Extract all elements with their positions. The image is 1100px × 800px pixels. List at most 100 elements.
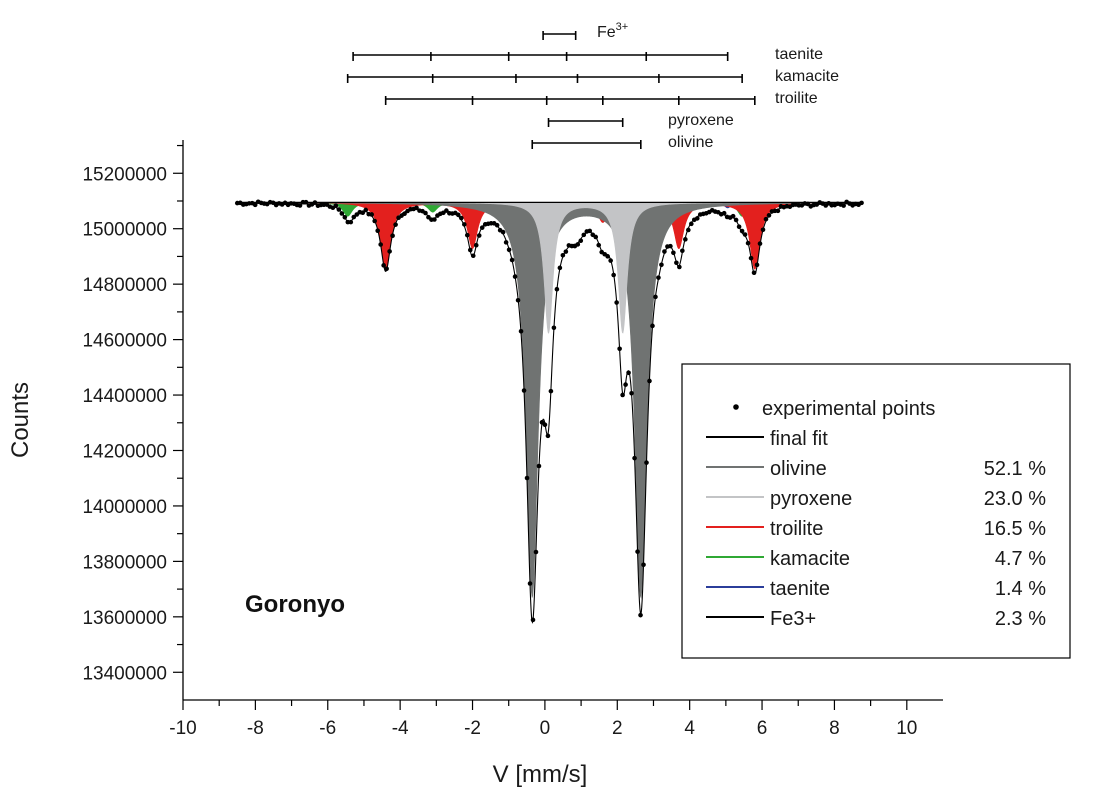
data-point xyxy=(611,272,616,278)
data-point xyxy=(766,213,772,218)
data-point xyxy=(668,243,673,249)
data-point xyxy=(494,222,500,228)
y-tick-label: 14600000 xyxy=(82,331,167,352)
x-tick-label: 10 xyxy=(896,718,917,739)
data-point xyxy=(521,388,527,393)
data-point xyxy=(575,242,581,247)
y-axis-title: Counts xyxy=(7,382,34,458)
data-point xyxy=(751,270,757,276)
data-point xyxy=(372,218,377,224)
stick-label: Fe3+ xyxy=(597,21,628,41)
x-tick-label: 8 xyxy=(829,718,840,739)
data-point xyxy=(369,212,375,217)
data-point xyxy=(470,253,476,259)
data-point xyxy=(348,219,354,225)
data-point xyxy=(680,248,685,254)
x-axis-ticks: -10 -8 -6 -4 -2 0 2 4 6 8 10 xyxy=(169,700,917,739)
data-point xyxy=(593,234,599,240)
data-point xyxy=(548,388,554,394)
x-tick-label: 2 xyxy=(612,718,623,739)
data-point xyxy=(689,221,694,227)
stick-label: troilite xyxy=(775,90,818,107)
data-point xyxy=(530,617,536,623)
data-point xyxy=(252,202,258,208)
data-point xyxy=(500,229,506,235)
data-point xyxy=(674,260,679,266)
experimental-points xyxy=(234,199,864,623)
stick-label: kamacite xyxy=(775,68,839,85)
y-tick-label: 15000000 xyxy=(82,220,167,241)
y-tick-label: 14200000 xyxy=(82,441,167,462)
data-point xyxy=(617,346,622,352)
legend-percent: 2.3 % xyxy=(995,608,1046,630)
data-point xyxy=(754,262,760,268)
data-point xyxy=(467,247,473,253)
data-point xyxy=(378,242,383,247)
data-point xyxy=(533,549,539,555)
data-point xyxy=(473,242,479,248)
legend: experimental points final fit olivine 52.1 … xyxy=(681,363,1071,659)
data-point xyxy=(476,233,482,238)
data-point xyxy=(626,370,631,376)
data-point xyxy=(694,216,700,221)
x-tick-label: -6 xyxy=(319,718,336,739)
y-tick-label: 14400000 xyxy=(82,386,167,407)
data-point xyxy=(596,242,602,248)
x-axis-title: V [mm/s] xyxy=(493,761,588,788)
x-tick-label: -8 xyxy=(247,718,264,739)
data-point xyxy=(859,200,864,206)
data-point xyxy=(387,249,392,254)
data-point xyxy=(512,274,518,279)
data-point xyxy=(342,214,348,220)
data-point xyxy=(503,240,509,245)
data-point xyxy=(742,232,748,237)
component-area-pyroxene xyxy=(236,202,862,334)
data-point xyxy=(509,257,515,263)
data-point xyxy=(650,323,655,329)
data-point xyxy=(581,232,587,238)
data-point xyxy=(578,238,584,243)
data-point xyxy=(671,250,676,256)
data-point xyxy=(757,241,763,246)
stick-label: taenite xyxy=(775,46,823,63)
data-point xyxy=(635,549,640,554)
y-tick-label: 14000000 xyxy=(82,497,167,518)
data-point xyxy=(554,286,560,292)
data-point xyxy=(775,208,781,214)
data-point xyxy=(730,213,736,219)
data-point xyxy=(506,247,512,253)
legend-label: pyroxene xyxy=(770,488,852,510)
data-point xyxy=(653,294,658,300)
data-point xyxy=(536,463,542,469)
data-point xyxy=(557,265,563,271)
data-point xyxy=(339,211,345,216)
data-point xyxy=(456,212,461,218)
legend-label: final fit xyxy=(770,428,828,450)
data-point xyxy=(524,475,530,481)
data-point xyxy=(336,207,342,212)
data-point xyxy=(662,249,667,254)
data-point xyxy=(632,455,637,461)
y-tick-label: 13400000 xyxy=(82,663,167,684)
data-point xyxy=(402,211,407,216)
legend-marker-dot xyxy=(733,404,739,410)
data-point xyxy=(656,275,661,280)
data-point xyxy=(736,224,742,229)
data-point xyxy=(297,203,303,208)
legend-percent: 23.0 % xyxy=(984,488,1046,510)
data-point xyxy=(641,562,646,568)
y-axis-ticks: 13400000 13600000 13800000 14000000 14200000… xyxy=(82,144,183,684)
data-point xyxy=(763,216,769,222)
x-tick-label: -4 xyxy=(392,718,409,739)
x-tick-label: -2 xyxy=(464,718,481,739)
stick-label: olivine xyxy=(668,134,713,151)
data-point xyxy=(587,228,593,234)
data-point xyxy=(333,203,339,208)
data-point xyxy=(381,263,386,268)
y-tick-label: 13600000 xyxy=(82,608,167,629)
legend-label: olivine xyxy=(770,458,827,480)
data-point xyxy=(560,252,566,258)
y-tick-label: 13800000 xyxy=(82,552,167,573)
data-point xyxy=(312,200,318,205)
data-point xyxy=(384,266,389,272)
